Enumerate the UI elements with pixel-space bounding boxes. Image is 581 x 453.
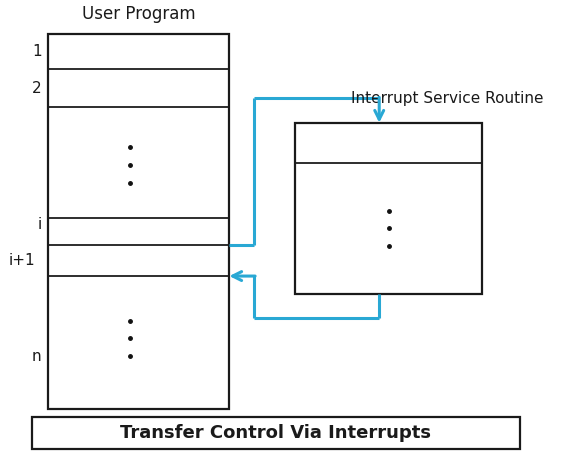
Text: 1: 1 [32,44,41,59]
Text: n: n [32,348,41,364]
Text: Transfer Control Via Interrupts: Transfer Control Via Interrupts [120,424,432,443]
Text: i: i [37,217,41,232]
Text: Interrupt Service Routine: Interrupt Service Routine [351,91,544,106]
Text: i+1: i+1 [8,253,35,268]
Text: 2: 2 [32,81,41,96]
Text: User Program: User Program [82,5,195,23]
